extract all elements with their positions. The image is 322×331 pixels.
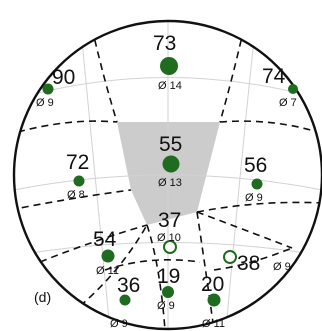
marker-lower-right bbox=[223, 250, 237, 264]
marker-upper-right bbox=[288, 84, 298, 94]
value-bottom-left: 36 bbox=[117, 274, 140, 297]
marker-bottom-left bbox=[119, 294, 131, 306]
marker-lower-left bbox=[101, 249, 115, 263]
value-upper-right: 74 bbox=[262, 65, 286, 88]
value-bottom-center: 19 bbox=[157, 265, 180, 288]
diameter-bottom-center: Ø 9 bbox=[157, 300, 175, 312]
marker-bottom-right bbox=[207, 293, 221, 307]
marker-upper-left bbox=[42, 83, 54, 95]
marker-lower-center bbox=[163, 240, 177, 254]
diameter-lower-center: Ø 10 bbox=[157, 232, 181, 244]
value-lower-left: 54 bbox=[93, 228, 117, 251]
value-top: 73 bbox=[153, 32, 176, 55]
diameter-mid-right: Ø 9 bbox=[245, 192, 263, 204]
diameter-lower-left: Ø 11 bbox=[96, 265, 119, 277]
diameter-bottom-right: Ø 11 bbox=[202, 318, 225, 330]
grid-lines bbox=[14, 21, 322, 329]
marker-center bbox=[162, 155, 180, 173]
diameter-bottom-left: Ø 9 bbox=[110, 318, 128, 330]
region-boundaries bbox=[14, 27, 322, 329]
marker-bottom-center bbox=[162, 286, 174, 298]
region-markers bbox=[42, 57, 298, 307]
value-mid-left: 72 bbox=[66, 151, 89, 174]
region-values: 73 90 74 55 72 56 37 38 54 36 19 20 bbox=[52, 32, 286, 297]
value-lower-right: 38 bbox=[237, 252, 260, 275]
value-bottom-right: 20 bbox=[201, 273, 224, 296]
outer-boundary bbox=[12, 19, 322, 331]
diameter-upper-right: Ø 7 bbox=[279, 97, 297, 109]
diameter-top: Ø 14 bbox=[158, 80, 182, 92]
diameter-upper-left: Ø 9 bbox=[36, 97, 54, 109]
panel-label: (d) bbox=[34, 289, 51, 305]
marker-mid-left bbox=[73, 175, 85, 187]
value-center: 55 bbox=[159, 133, 182, 156]
value-mid-right: 56 bbox=[244, 154, 267, 177]
marker-top bbox=[160, 57, 178, 75]
diameter-lower-right: Ø 9 bbox=[273, 261, 291, 273]
value-lower-center: 37 bbox=[158, 209, 181, 232]
region-diameters: Ø 14 Ø 9 Ø 7 Ø 13 Ø 8 Ø 9 Ø 10 Ø 9 Ø 11 … bbox=[36, 80, 297, 330]
diameter-center: Ø 13 bbox=[158, 177, 182, 189]
diameter-mid-left: Ø 8 bbox=[67, 189, 85, 201]
marker-mid-right bbox=[251, 178, 263, 190]
value-upper-left: 90 bbox=[52, 66, 75, 89]
